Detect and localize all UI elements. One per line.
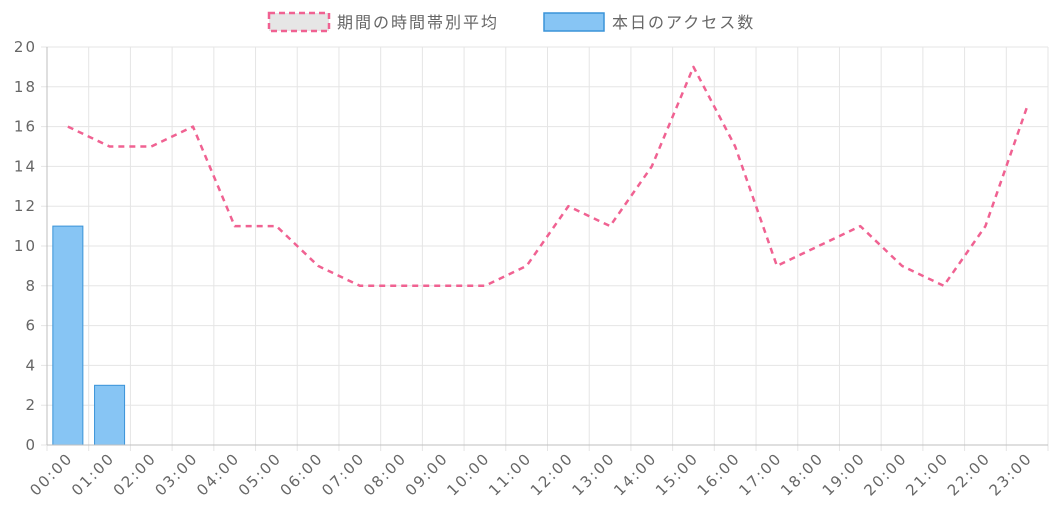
legend-item-today[interactable]: 本日のアクセス数 (543, 12, 755, 32)
x-tick-label: 20:00 (860, 449, 910, 499)
x-tick-label: 04:00 (193, 449, 243, 499)
line-point-average[interactable] (857, 223, 863, 229)
line-point-average[interactable] (565, 203, 571, 209)
line-point-average[interactable] (1024, 104, 1030, 110)
x-tick-label: 02:00 (110, 449, 160, 499)
legend-swatch-today[interactable] (543, 12, 605, 32)
y-tick-label: 12 (14, 197, 37, 215)
y-tick-label: 6 (25, 317, 37, 335)
line-point-average[interactable] (232, 223, 238, 229)
bar-series (52, 225, 126, 446)
grid (41, 46, 1049, 451)
line-point-average[interactable] (774, 263, 780, 269)
bar-today[interactable] (52, 225, 84, 446)
x-tick-label: 11:00 (485, 449, 535, 499)
line-point-average[interactable] (649, 163, 655, 169)
line-point-average[interactable] (440, 283, 446, 289)
line-point-average[interactable] (607, 223, 613, 229)
line-point-average[interactable] (65, 124, 71, 130)
line-point-average[interactable] (690, 64, 696, 70)
line-point-average[interactable] (524, 263, 530, 269)
x-tick-label: 22:00 (944, 449, 994, 499)
x-tick-label: 08:00 (360, 449, 410, 499)
x-tick-label: 03:00 (151, 449, 201, 499)
x-tick-label: 01:00 (68, 449, 118, 499)
legend-item-average[interactable]: 期間の時間帯別平均 (267, 11, 499, 33)
line-point-average[interactable] (899, 263, 905, 269)
line-point-average[interactable] (399, 283, 405, 289)
x-tick-label: 09:00 (402, 449, 452, 499)
line-point-average[interactable] (941, 283, 947, 289)
legend[interactable]: 期間の時間帯別平均 本日のアクセス数 (267, 11, 755, 33)
line-point-average[interactable] (273, 223, 279, 229)
x-tick-label: 13:00 (569, 449, 619, 499)
line-point-average[interactable] (107, 144, 113, 150)
y-tick-label: 16 (14, 118, 37, 136)
x-tick-label: 05:00 (235, 449, 285, 499)
x-tick-label: 14:00 (610, 449, 660, 499)
x-tick-label: 00:00 (26, 449, 76, 499)
x-tick-label: 06:00 (277, 449, 327, 499)
x-tick-label: 23:00 (986, 449, 1036, 499)
y-tick-label: 0 (25, 436, 37, 454)
y-tick-label: 14 (14, 157, 37, 175)
x-tick-label: 19:00 (819, 449, 869, 499)
x-tick-label: 10:00 (443, 449, 493, 499)
x-tick-label: 12:00 (527, 449, 577, 499)
legend-label-average[interactable]: 期間の時間帯別平均 (337, 13, 499, 32)
x-tick-label: 15:00 (652, 449, 702, 499)
y-tick-label: 20 (14, 38, 37, 56)
x-tick-label: 21:00 (902, 449, 952, 499)
line-point-average[interactable] (357, 283, 363, 289)
line-point-average[interactable] (732, 144, 738, 150)
y-tick-label: 8 (25, 277, 37, 295)
line-point-average[interactable] (816, 243, 822, 249)
line-point-average[interactable] (982, 223, 988, 229)
bar-today[interactable] (94, 384, 126, 446)
x-tick-label: 17:00 (735, 449, 785, 499)
y-tick-label: 4 (25, 356, 37, 374)
line-average[interactable] (67, 65, 1029, 288)
line-point-average[interactable] (148, 144, 154, 150)
line-series (65, 64, 1030, 289)
y-tick-label: 2 (25, 396, 37, 414)
legend-label-today[interactable]: 本日のアクセス数 (612, 13, 755, 32)
axes: 0 2 4 6 8 10 12 14 16 18 20 00:0001:0002:0003:0004:… (14, 38, 1048, 499)
x-tick-label: 07:00 (318, 449, 368, 499)
legend-swatch-average[interactable] (267, 11, 331, 33)
y-tick-label: 10 (14, 237, 37, 255)
y-tick-label: 18 (14, 78, 37, 96)
x-tick-label: 18:00 (777, 449, 827, 499)
line-point-average[interactable] (482, 283, 488, 289)
line-point-average[interactable] (190, 124, 196, 130)
x-tick-label: 16:00 (694, 449, 744, 499)
line-point-average[interactable] (315, 263, 321, 269)
